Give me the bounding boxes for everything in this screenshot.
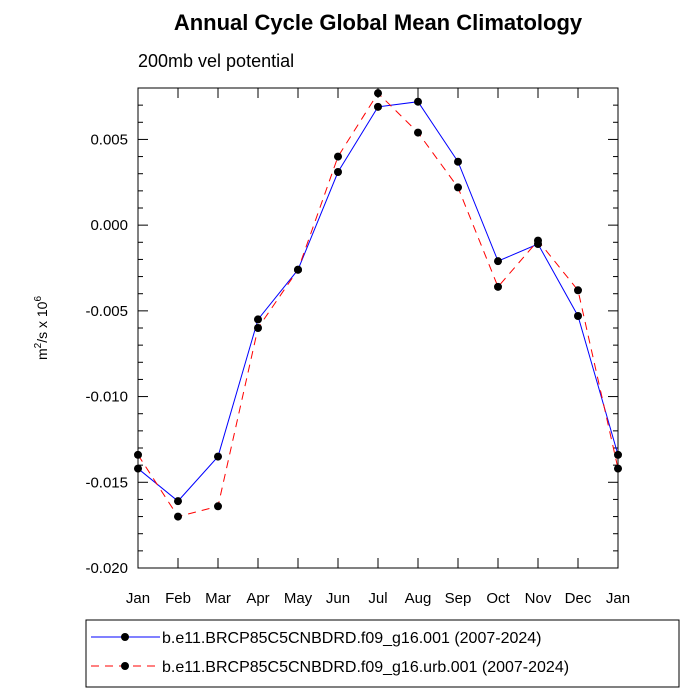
- y-tick-label: 0.005: [90, 131, 128, 148]
- x-tick-label: Jan: [126, 590, 150, 607]
- series-2-point: [614, 464, 622, 473]
- series-1-point: [214, 452, 222, 461]
- series-2-point: [294, 265, 302, 274]
- y-axis-label-mid: /s x 10: [34, 301, 50, 342]
- y-axis-label: m2/s x 106: [33, 296, 50, 360]
- legend-marker-2: [121, 662, 129, 670]
- x-tick-label: Nov: [525, 590, 552, 607]
- series-2-point: [454, 183, 462, 192]
- series-2-point: [334, 152, 342, 161]
- x-tick-label: Jun: [326, 590, 350, 607]
- series-2-point: [534, 236, 542, 245]
- legend-label-2: b.e11.BRCP85C5CNBDRD.f09_g16.urb.001 (20…: [162, 659, 569, 676]
- y-tick-label: 0.000: [90, 217, 128, 234]
- y-axis: -0.020 -0.015 -0.010 -0.005 0.000 0.005: [85, 87, 618, 577]
- legend-marker-1: [121, 633, 129, 641]
- series-1-point: [374, 102, 382, 111]
- x-tick-label: Dec: [565, 590, 592, 607]
- chart-title: Annual Cycle Global Mean Climatology: [174, 10, 583, 35]
- series-2-point: [414, 128, 422, 137]
- x-tick-label: Feb: [165, 590, 191, 607]
- series-2-point: [574, 286, 582, 295]
- series-2-point: [214, 502, 222, 511]
- series-1-point: [494, 257, 502, 266]
- y-axis-label-base: m: [34, 348, 50, 360]
- series-2-point: [174, 512, 182, 521]
- y-tick-label: -0.005: [85, 303, 128, 320]
- x-tick-label: Aug: [405, 590, 432, 607]
- x-tick-label: Sep: [445, 590, 472, 607]
- series-line-2: [137, 92, 619, 518]
- series-1-point: [414, 97, 422, 106]
- y-tick-label: -0.010: [85, 389, 128, 406]
- series-2-point: [254, 324, 262, 332]
- series-2-point: [134, 450, 142, 459]
- y-axis-label-sup1: 2: [33, 342, 44, 348]
- chart-subtitle: 200mb vel potential: [138, 51, 294, 71]
- series-1-point: [134, 464, 142, 473]
- x-tick-label: May: [284, 590, 313, 607]
- y-tick-label: -0.020: [85, 560, 128, 577]
- x-axis: Jan Feb Mar Apr May Jun Jul Aug Sep Oct Nov Dec Jan: [126, 88, 630, 607]
- x-tick-label: Jan: [606, 590, 630, 607]
- series-1-point: [574, 312, 582, 320]
- x-tick-label: Oct: [486, 590, 510, 607]
- plot-frame: [137, 87, 619, 569]
- legend-box: [85, 619, 680, 688]
- legend-label-1: b.e11.BRCP85C5CNBDRD.f09_g16.001 (2007-2…: [162, 630, 541, 647]
- x-tick-label: Apr: [246, 590, 269, 607]
- x-tick-label: Jul: [368, 590, 387, 607]
- series-2-point: [374, 89, 382, 98]
- y-axis-label-sup2: 6: [33, 296, 44, 302]
- series-2-point: [494, 282, 502, 291]
- series-1-point: [454, 157, 462, 166]
- series-line-1: [137, 101, 619, 502]
- series-group: [134, 89, 622, 521]
- legend: b.e11.BRCP85C5CNBDRD.f09_g16.001 (2007-2…: [85, 619, 680, 688]
- x-tick-label: Mar: [205, 590, 231, 607]
- series-1-point: [334, 168, 342, 176]
- series-1-point: [614, 450, 622, 459]
- series-1-point: [254, 315, 262, 324]
- series-1-point: [174, 497, 182, 506]
- y-tick-label: -0.015: [85, 474, 128, 491]
